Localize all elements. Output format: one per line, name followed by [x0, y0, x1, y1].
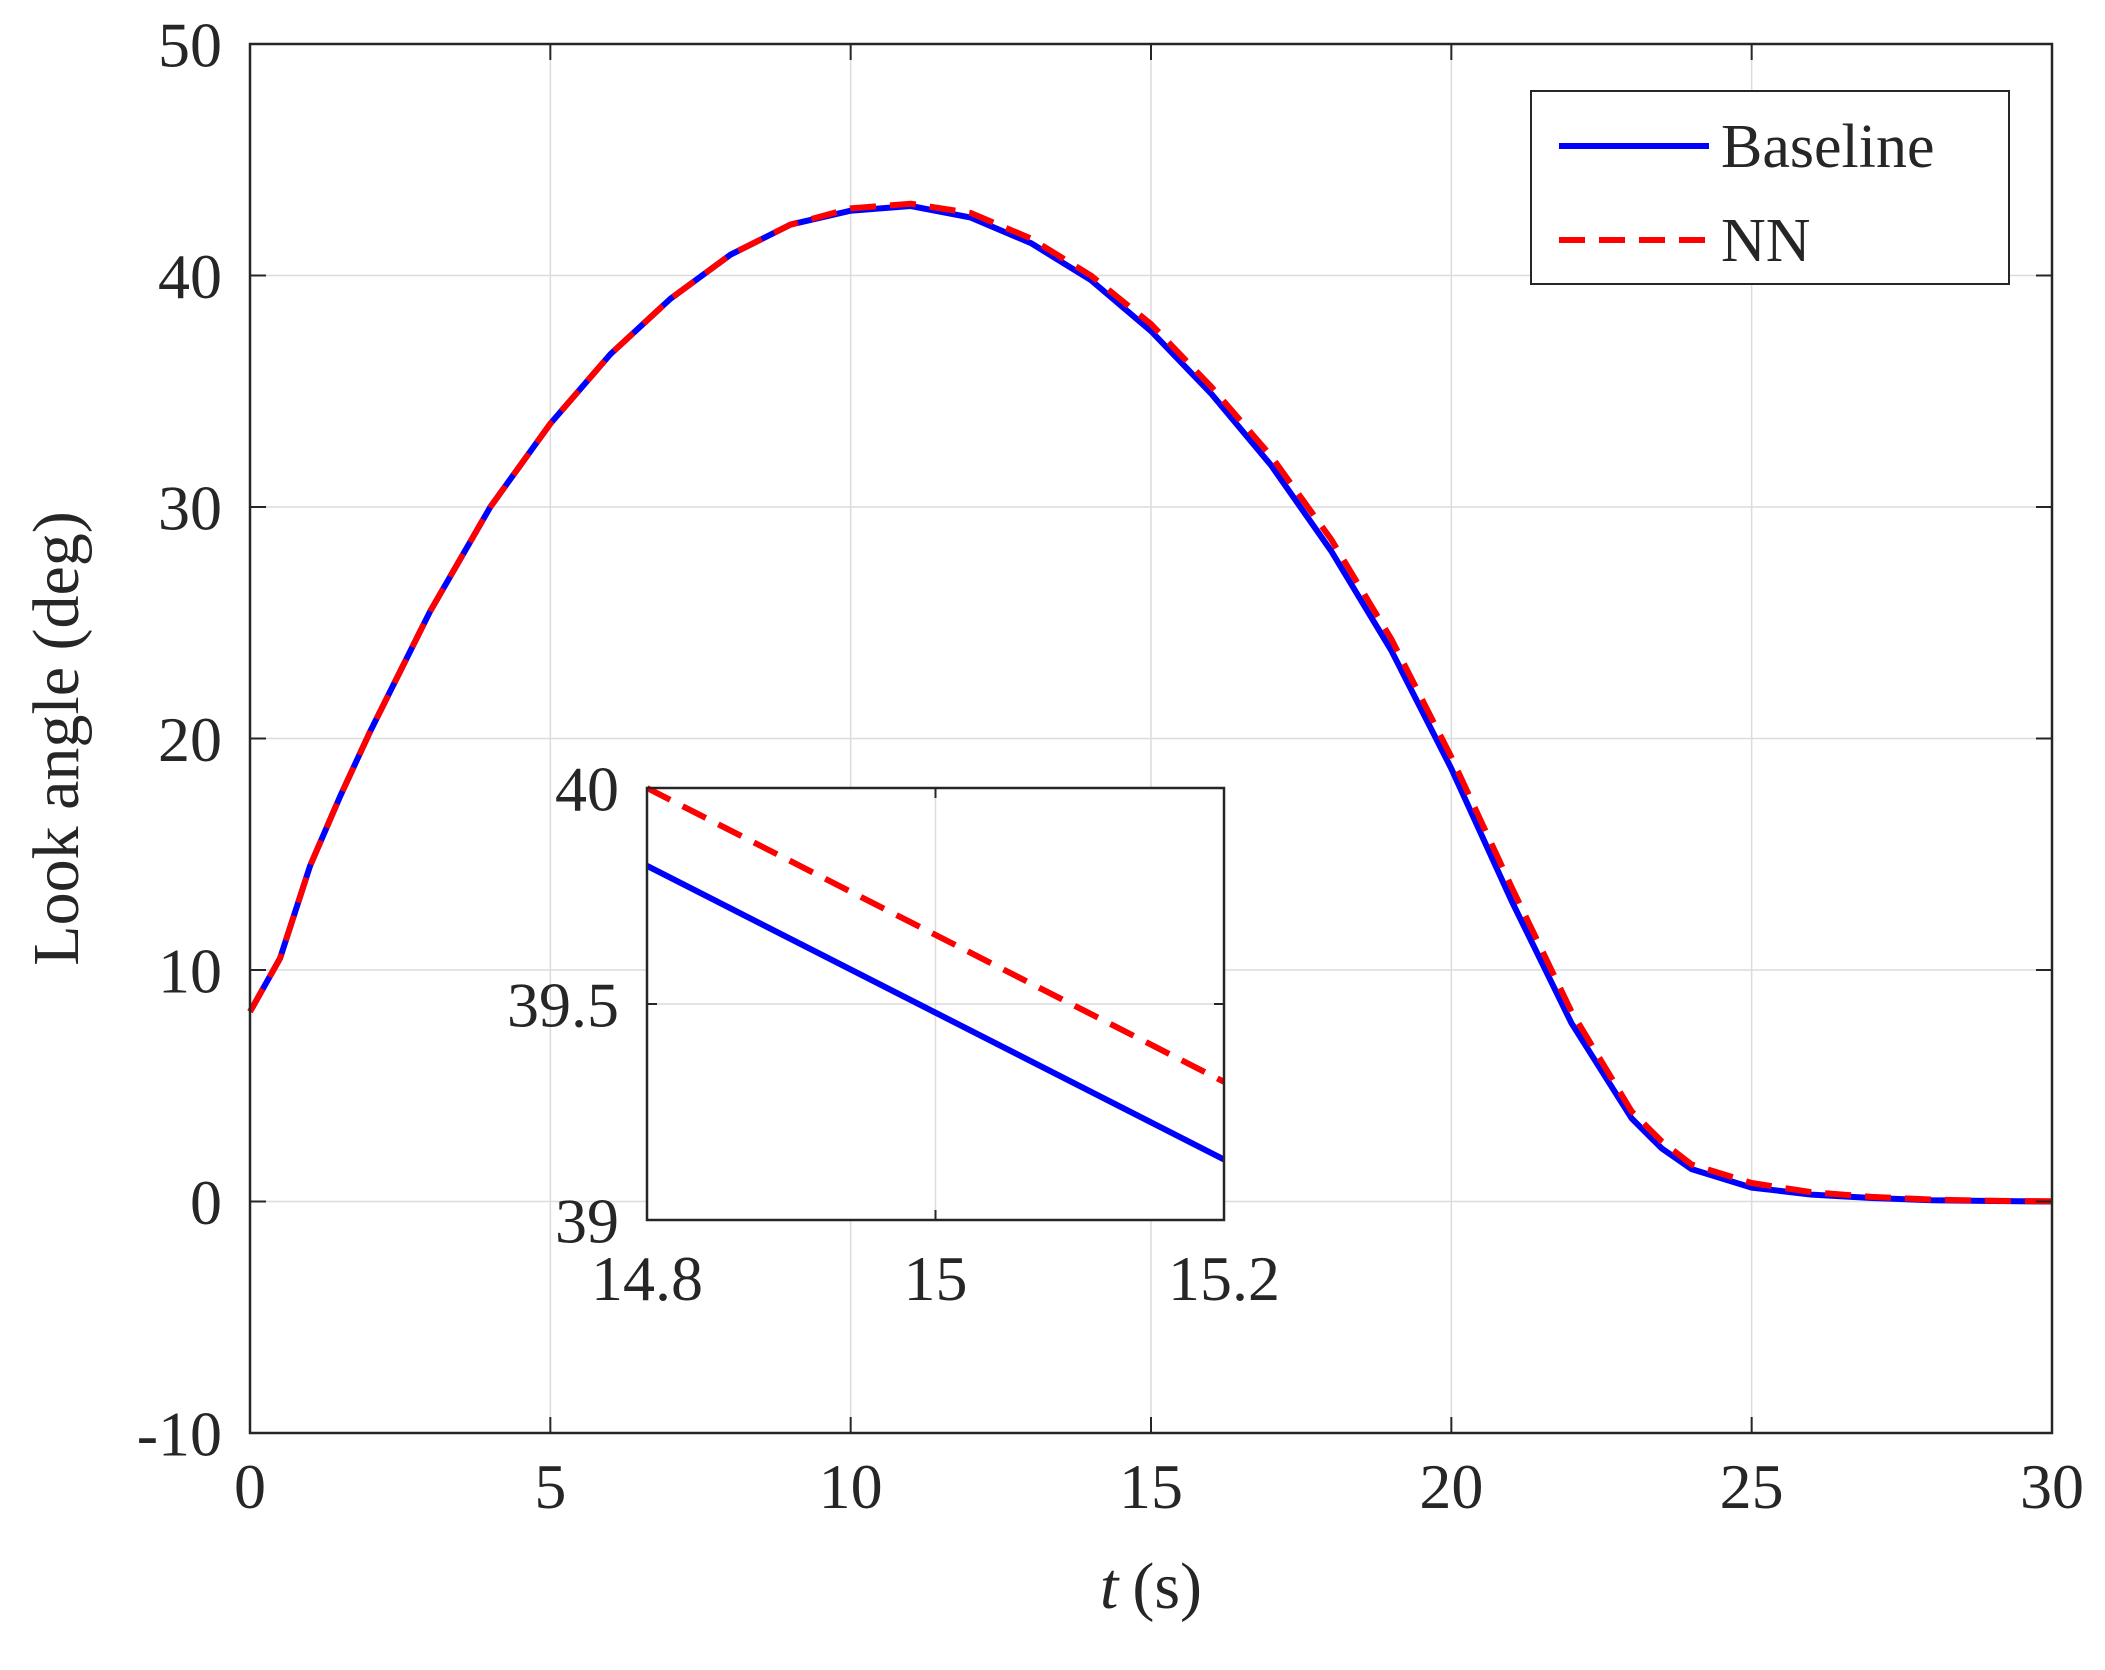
main-xtick-label: 10 [819, 1451, 883, 1522]
main-xtick-label: 20 [1419, 1451, 1483, 1522]
main-ytick-label: 40 [158, 241, 222, 312]
legend: Baseline NN [1530, 90, 2010, 285]
inset-xtick-label: 15 [904, 1243, 968, 1314]
legend-box [1530, 90, 2010, 285]
main-ytick-label: 30 [158, 472, 222, 543]
x-axis-label-symbol: t [1100, 1550, 1120, 1623]
y-axis-label: Look angle (deg) [20, 511, 93, 966]
main-xtick-label: 25 [1720, 1451, 1784, 1522]
main-xtick-label: 30 [2020, 1451, 2084, 1522]
legend-label-baseline: Baseline [1721, 113, 1935, 181]
main-plot-lines [247, 200, 2053, 1205]
main-xtick-label: 5 [534, 1451, 566, 1522]
inset-ytick-label: 40 [555, 753, 619, 824]
inset-ticks: 14.8 15 15.2 39 39.5 40 [507, 753, 1280, 1314]
main-xtick-label: 15 [1119, 1451, 1183, 1522]
inset-ytick-label: 39.5 [507, 969, 619, 1040]
inset-xtick-label: 15.2 [1168, 1243, 1280, 1314]
inset-ytick-label: 39 [555, 1185, 619, 1256]
main-ytick-label: 0 [190, 1167, 222, 1238]
main-ytick-label: 20 [158, 704, 222, 775]
main-ytick-label: -10 [137, 1398, 222, 1469]
x-axis-label-unit: (s) [1132, 1550, 1202, 1623]
x-axis-label: t (s) [1100, 1550, 1202, 1623]
main-ytick-label: 10 [158, 935, 222, 1006]
main-ytick-label: 50 [158, 9, 222, 80]
legend-label-nn: NN [1721, 207, 1811, 275]
inset-plot-lines [645, 785, 1226, 1163]
main-xtick-label: 0 [234, 1451, 266, 1522]
inset-xtick-label: 14.8 [591, 1243, 703, 1314]
inset-zoom-plot: 14.8 15 15.2 39 39.5 40 [507, 753, 1280, 1314]
main-series-nn [247, 200, 2053, 1205]
inset-series-baseline [645, 863, 1226, 1163]
inset-series-nn [645, 785, 1226, 1085]
